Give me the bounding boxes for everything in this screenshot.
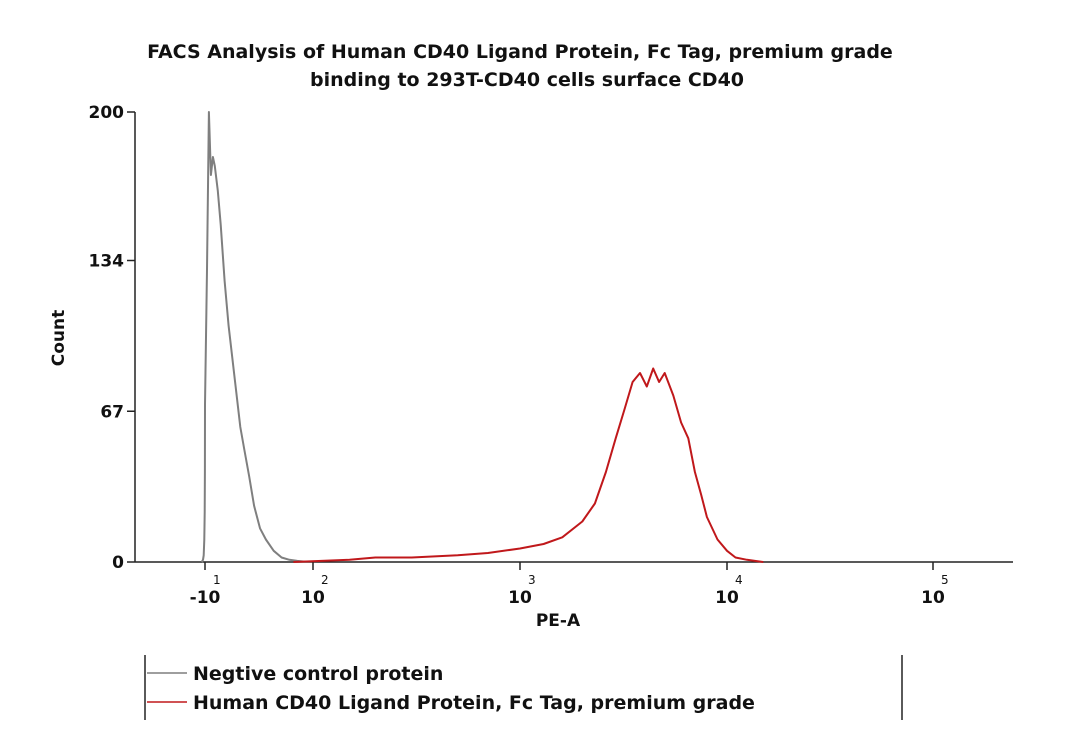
x-tick-label: -10 — [190, 588, 221, 608]
legend-label-negative: Negtive control protein — [193, 663, 443, 685]
x-tick-exponent: 3 — [528, 573, 536, 587]
y-tick-label: 200 — [89, 103, 125, 123]
series-line-cd40-ligand — [293, 367, 764, 563]
chart-title-line-1: FACS Analysis of Human CD40 Ligand Prote… — [147, 41, 893, 63]
legend: Negtive control protein Human CD40 Ligan… — [144, 655, 903, 720]
y-axis-label: Count — [49, 310, 69, 367]
y-tick-label: 67 — [100, 402, 124, 422]
x-tick-exponent: 5 — [941, 573, 949, 587]
y-tick-label: 134 — [89, 252, 125, 272]
legend-label-cd40-ligand: Human CD40 Ligand Protein, Fc Tag, premi… — [193, 692, 755, 714]
x-tick-exponent: 2 — [321, 573, 329, 587]
x-tick-exponent: 4 — [735, 573, 743, 587]
y-tick-label: 0 — [112, 553, 124, 573]
x-tick-label: 10 — [715, 588, 739, 608]
series-line-negative-control — [200, 111, 309, 563]
x-tick-label: 10 — [921, 588, 945, 608]
x-tick-label: 10 — [508, 588, 532, 608]
chart-title-line-2: binding to 293T-CD40 cells surface CD40 — [310, 69, 744, 91]
x-tick-label: 10 — [301, 588, 325, 608]
x-tick-exponent: 1 — [213, 573, 221, 587]
x-axis-label: PE-A — [536, 611, 581, 631]
